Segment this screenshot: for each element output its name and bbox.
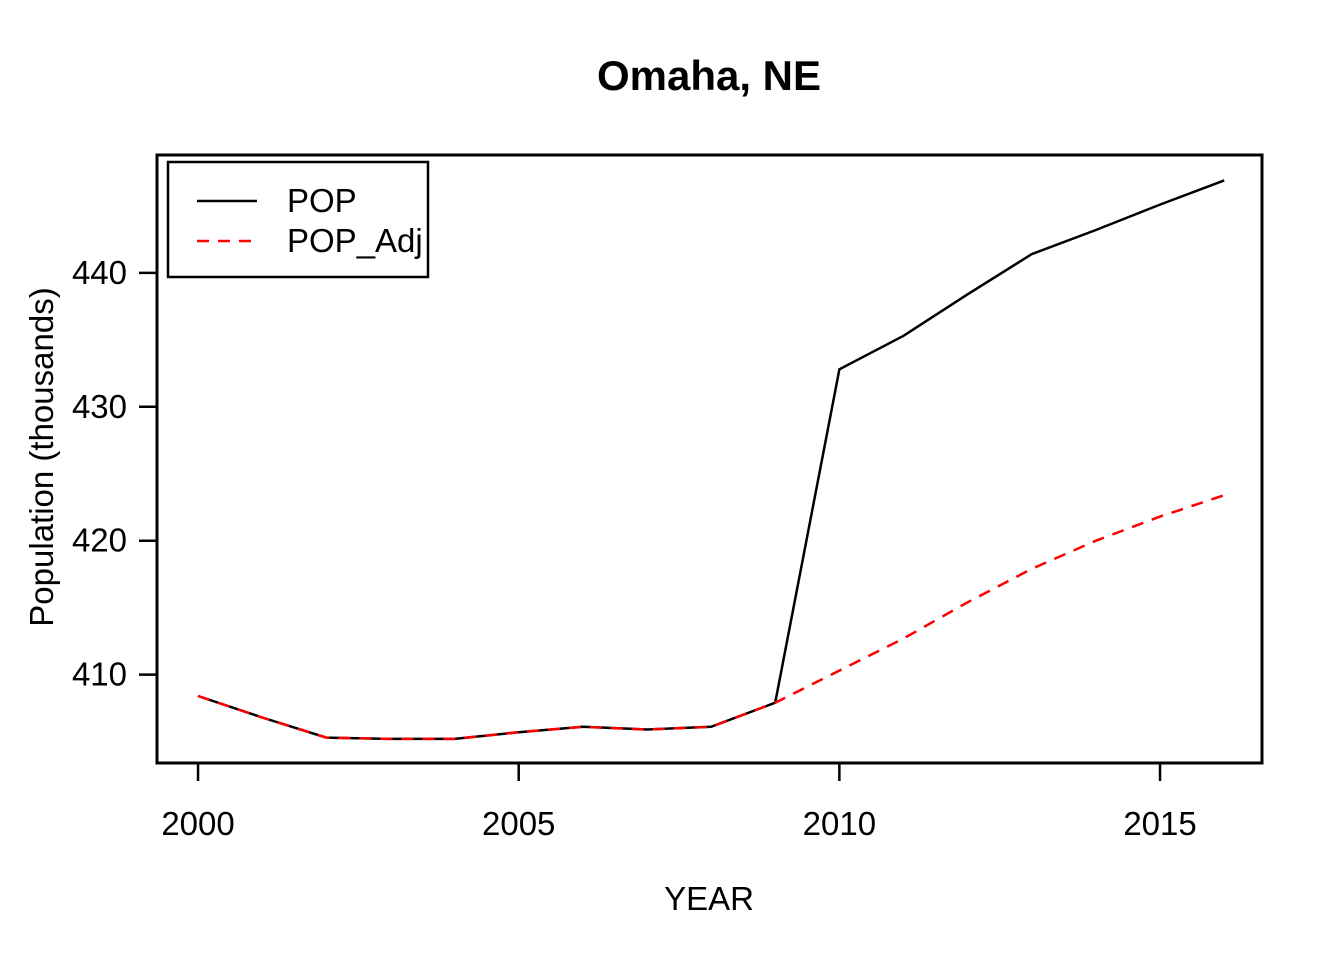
x-axis-ticks: 2000 2005 2010 2015 xyxy=(161,763,1197,842)
y-tick-label: 440 xyxy=(72,254,127,291)
legend-box xyxy=(166,160,430,279)
x-tick-label: 2005 xyxy=(482,805,555,842)
pop-adj-series-line xyxy=(197,494,1225,741)
y-axis-ticks: 410 420 430 440 xyxy=(72,254,157,693)
y-tick-label: 420 xyxy=(72,522,127,559)
series-group xyxy=(197,179,1225,741)
x-tick-label: 2015 xyxy=(1123,805,1196,842)
plot-border xyxy=(155,153,1264,765)
x-tick-label: 2000 xyxy=(161,805,234,842)
y-tick-label: 430 xyxy=(72,388,127,425)
chart-title: Omaha, NE xyxy=(597,52,821,99)
y-axis-title: Population (thousands) xyxy=(23,287,60,626)
legend-label-pop-adj: POP_Adj xyxy=(287,222,423,259)
x-axis-title: YEAR xyxy=(664,880,754,917)
legend: POP POP_Adj xyxy=(166,160,430,279)
legend-label-pop: POP xyxy=(287,182,357,219)
y-tick-label: 410 xyxy=(72,656,127,693)
x-tick-label: 2010 xyxy=(803,805,876,842)
